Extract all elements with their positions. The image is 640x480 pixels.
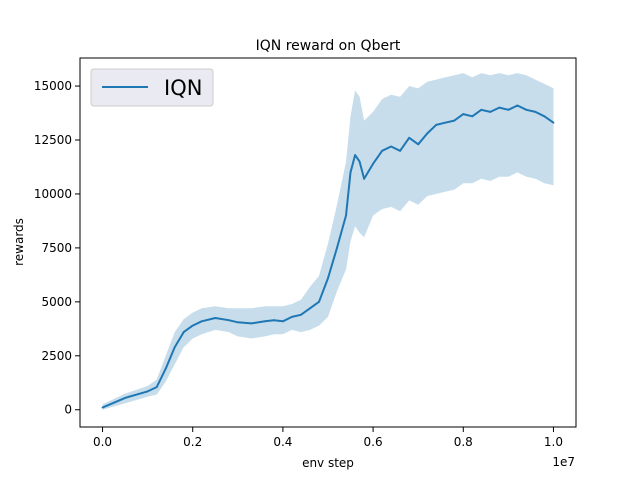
data-point — [101, 406, 104, 409]
data-point — [435, 124, 438, 126]
plot-area — [101, 73, 555, 410]
y-axis: 0 2500 5000 7500 10000 12500 15000 — [34, 79, 80, 417]
data-point — [191, 324, 194, 327]
legend-box — [90, 68, 214, 107]
data-point — [309, 307, 311, 310]
data-point — [489, 111, 492, 113]
data-point — [345, 214, 347, 217]
data-point — [349, 171, 352, 174]
confidence-band-0 — [102, 73, 554, 410]
y-tick-label: 12500 — [34, 133, 72, 147]
data-point — [318, 300, 320, 303]
data-point — [552, 121, 555, 124]
x-tick-label: 0.6 — [364, 435, 383, 449]
data-point — [399, 149, 401, 152]
y-tick-label: 2500 — [41, 349, 72, 363]
data-point — [444, 121, 447, 124]
data-point — [498, 106, 501, 109]
data-point — [227, 319, 230, 322]
data-point — [390, 145, 392, 148]
data-point — [214, 317, 217, 319]
x-axis-label: env step — [302, 456, 354, 470]
data-point — [408, 136, 411, 139]
x-axis: 0.0 0.2 0.4 0.6 0.8 1.0 — [93, 427, 563, 449]
x-tick-label: 0.0 — [93, 435, 112, 449]
data-point — [426, 132, 429, 135]
x-tick-label: 0.8 — [454, 435, 473, 449]
data-point — [462, 113, 465, 115]
x-axis-offset-label: 1e7 — [552, 455, 575, 469]
data-point — [327, 277, 329, 279]
data-point — [525, 108, 528, 111]
data-point — [381, 149, 383, 152]
data-point — [264, 320, 266, 323]
chart-title: IQN reward on Qbert — [256, 38, 401, 54]
data-point — [291, 316, 293, 318]
data-point — [480, 108, 483, 111]
data-point — [534, 111, 537, 113]
y-tick-label: 15000 — [34, 79, 72, 93]
y-tick-label: 10000 — [34, 187, 72, 201]
data-point — [250, 322, 253, 325]
y-tick-label: 7500 — [41, 241, 72, 255]
series-line-0 — [102, 104, 555, 409]
legend-label: IQN — [164, 76, 202, 100]
axes-frame — [79, 57, 577, 428]
data-point — [173, 346, 176, 349]
data-point — [300, 313, 302, 316]
data-point — [200, 320, 203, 323]
data-point — [164, 367, 167, 370]
data-point — [507, 108, 510, 111]
data-point — [124, 397, 126, 399]
data-point — [372, 162, 374, 165]
data-point — [417, 143, 420, 146]
data-point — [146, 390, 149, 393]
x-tick-label: 0.4 — [273, 435, 292, 449]
data-point — [273, 319, 275, 322]
y-tick-label: 0 — [64, 403, 72, 417]
x-tick-label: 0.2 — [183, 435, 202, 449]
data-point — [516, 104, 519, 107]
data-point — [543, 115, 546, 118]
data-point — [236, 321, 239, 324]
y-axis-label: rewards — [12, 218, 26, 266]
data-point — [182, 331, 185, 333]
y-tick-label: 5000 — [41, 295, 72, 309]
x-tick-label: 1.0 — [544, 435, 563, 449]
data-point — [363, 177, 365, 180]
data-point — [358, 160, 361, 163]
data-point — [354, 154, 356, 157]
data-point — [282, 320, 284, 323]
data-point — [471, 115, 474, 118]
data-point — [336, 247, 338, 249]
data-point — [155, 386, 158, 388]
data-point — [453, 119, 456, 122]
legend: IQN — [90, 68, 214, 107]
